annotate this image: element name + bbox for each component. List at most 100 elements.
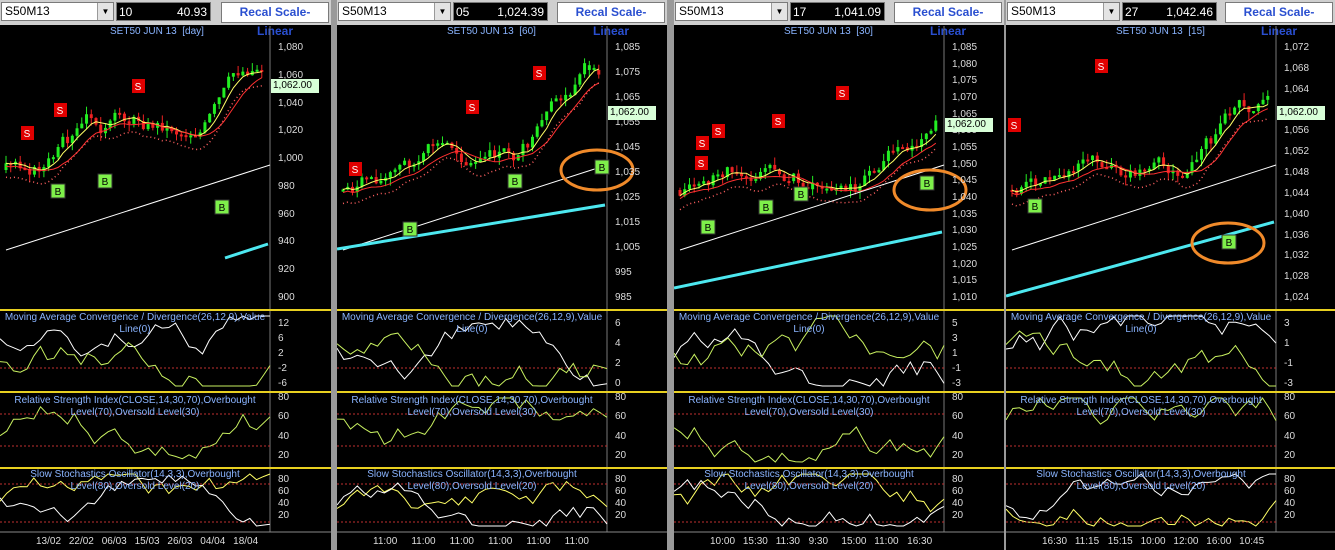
sell-signal-marker: S [349, 162, 362, 176]
panel-divider[interactable] [667, 0, 674, 550]
candle-body [740, 173, 744, 177]
indicator-tick-label: 40 [278, 430, 290, 442]
candle-body [721, 174, 725, 178]
rsi-label: Relative Strength Index(CLOSE,14,30,70),… [1020, 395, 1262, 418]
ma-long-line [674, 230, 943, 290]
recal-scale-button[interactable]: Recal Scale-Linear [221, 2, 329, 38]
y-tick-label: 1,025 [952, 242, 978, 253]
candle-body [1081, 159, 1085, 164]
chevron-down-icon[interactable]: ▼ [771, 3, 787, 20]
symbol-select[interactable]: S50M13 ▼ [1007, 2, 1120, 21]
symbol-select[interactable]: S50M13 ▼ [338, 2, 451, 21]
candle-body [801, 182, 805, 187]
candle-body [436, 143, 440, 146]
chart-canvas: S S B B [1006, 26, 1335, 533]
indicator-tick-label: 4 [615, 338, 621, 349]
y-tick-label: 1,032 [1284, 250, 1310, 262]
indicator-tick-label: 40 [1284, 430, 1296, 442]
y-tick-label: 1,070 [952, 92, 978, 103]
candle-body [896, 147, 900, 152]
value-readout: 27 1,042.46 [1122, 2, 1217, 21]
recal-scale-button[interactable]: Recal Scale-Linear [894, 2, 1002, 38]
symbol-select[interactable]: S50M13 ▼ [675, 2, 788, 21]
indicator-tick-label: 20 [278, 450, 290, 461]
chevron-down-icon[interactable]: ▼ [1103, 3, 1119, 20]
candle-body [189, 135, 193, 138]
sell-signal-marker: S [695, 156, 708, 170]
recal-scale-button[interactable]: Recal Scale-Linear [1225, 2, 1333, 38]
candle-body [815, 182, 819, 186]
candle-body [901, 147, 905, 150]
candle-body [1176, 170, 1180, 176]
y-tick-label: 1,075 [952, 75, 978, 87]
candle-body [66, 136, 70, 144]
candle-body [379, 180, 383, 184]
candle-body [403, 160, 407, 165]
candle-body [787, 181, 791, 184]
y-tick-label: 1,048 [1284, 167, 1310, 178]
parabolic-sar-dots [342, 82, 600, 205]
sell-signal-marker: S [466, 100, 479, 114]
y-tick-label: 1,060 [278, 69, 304, 81]
sell-signal-marker: S [696, 136, 709, 150]
chart-symbol-title: SET50 JUN 13 [110, 26, 177, 37]
candle-body [488, 150, 492, 157]
candle-body [365, 177, 369, 180]
indicator-tick-label: 80 [278, 474, 290, 485]
candle-body [464, 162, 468, 166]
readout-value: 40.93 [176, 5, 207, 19]
recal-scale-button[interactable]: Recal Scale-Linear [557, 2, 665, 38]
symbol-select[interactable]: S50M13 ▼ [1, 2, 114, 21]
indicator-tick-label: 40 [615, 430, 627, 442]
sell-label: S [698, 159, 705, 170]
x-tick-label: 15:15 [1107, 536, 1133, 547]
candle-body [759, 171, 763, 179]
sell-label: S [135, 82, 142, 93]
sell-signal-marker: S [1095, 59, 1108, 73]
y-tick-label: 1,085 [952, 42, 978, 53]
chart-toolbar: S50M13 ▼ 10 40.93 Recal Scale-Linear [0, 0, 331, 38]
candle-body [849, 184, 853, 191]
panel-divider[interactable] [331, 0, 337, 550]
x-tick-label: 11:00 [488, 536, 513, 547]
indicator-tick-label: 60 [1284, 411, 1296, 423]
chevron-down-icon[interactable]: ▼ [97, 3, 113, 20]
indicator-line [337, 317, 608, 387]
candle-body [583, 63, 587, 75]
ma-short-line [342, 68, 599, 191]
candle-body [203, 122, 207, 133]
candle-body [122, 113, 126, 122]
candle-body [1043, 177, 1047, 184]
candle-body [924, 133, 928, 140]
y-tick-label: 940 [278, 236, 295, 248]
ma-long-line [1006, 220, 1275, 298]
macd-label: Moving Average Convergence / Divergence(… [1010, 312, 1272, 335]
candle-body [1029, 178, 1033, 182]
stoch-label: Slow Stochastics Oscillator(14,3,3),Over… [1036, 469, 1246, 492]
indicator-tick-label: -1 [1284, 358, 1293, 369]
candle-body [388, 172, 392, 178]
indicator-tick-label: -6 [278, 378, 287, 389]
buy-label: B [1032, 202, 1039, 213]
sell-label: S [699, 139, 706, 150]
indicator-tick-label: 20 [1284, 450, 1296, 461]
indicator-tick-label: 20 [1284, 510, 1296, 521]
chevron-down-icon[interactable]: ▼ [434, 3, 450, 20]
candle-body [545, 111, 549, 121]
candle-body [564, 94, 568, 101]
candle-body [1105, 167, 1109, 170]
candle-body [929, 130, 933, 134]
candle-body [393, 169, 397, 173]
readout-value: 1,042.46 [1166, 5, 1213, 19]
candle-body [151, 122, 155, 128]
candle-body [99, 124, 103, 134]
y-tick-label: 1,024 [1284, 292, 1310, 303]
candle-body [844, 185, 848, 191]
candle-body [777, 169, 781, 175]
candle-body [754, 178, 758, 181]
y-tick-label: 1,052 [1284, 146, 1310, 158]
candle-body [47, 158, 51, 168]
candle-body [573, 84, 577, 95]
candle-body [483, 156, 487, 159]
panel-divider[interactable] [1004, 0, 1006, 550]
